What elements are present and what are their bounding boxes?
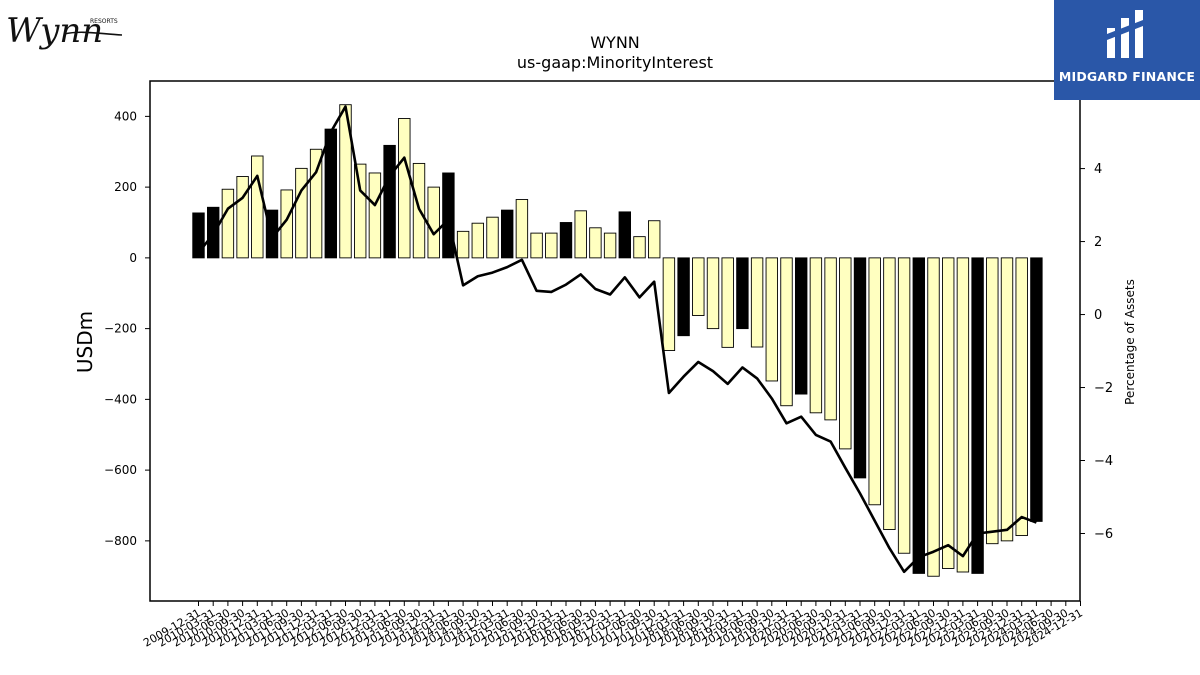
y2-tick-label: 2 <box>1094 235 1102 250</box>
bar <box>1015 257 1028 537</box>
bar <box>736 257 749 330</box>
midgard-emblem-icon <box>1107 10 1143 58</box>
chart-title: WYNN <box>590 33 640 52</box>
bar <box>501 209 514 259</box>
bar <box>750 257 764 348</box>
bar <box>839 257 852 450</box>
y-tick-label: −200 <box>104 322 137 336</box>
bar <box>633 236 646 259</box>
bar <box>883 257 896 530</box>
bar <box>1000 257 1014 542</box>
bar <box>824 257 837 421</box>
bar <box>648 220 661 259</box>
bar <box>427 186 440 259</box>
y2-tick-label: −2 <box>1094 381 1113 396</box>
bar <box>971 257 984 574</box>
y-tick-label: 0 <box>129 251 137 265</box>
bar <box>897 257 911 554</box>
bar <box>618 211 631 259</box>
y-tick-label: −400 <box>104 392 137 406</box>
plot-frame <box>149 80 1081 602</box>
bars-layer <box>192 104 1043 577</box>
y-tick-label: −600 <box>104 463 137 477</box>
bar <box>721 257 734 348</box>
bar <box>603 232 617 259</box>
wynn-logo: Wynn RESORTS <box>4 4 128 60</box>
bar <box>545 232 558 259</box>
y-axis-label: USDm <box>73 311 97 373</box>
bar <box>398 118 411 259</box>
bar <box>795 257 808 395</box>
chart-subtitle: us-gaap:MinorityInterest <box>517 53 713 72</box>
bar <box>368 172 382 259</box>
bar <box>574 210 587 259</box>
bar <box>662 257 676 351</box>
bar <box>221 188 235 259</box>
bar <box>486 216 499 259</box>
bar <box>809 257 823 414</box>
bar <box>324 128 337 259</box>
bar <box>853 257 867 479</box>
bar <box>515 199 529 259</box>
y2-tick-label: −6 <box>1094 527 1113 542</box>
bar <box>912 257 925 574</box>
bar <box>677 257 690 337</box>
bar <box>1030 257 1043 522</box>
bar <box>986 257 999 545</box>
midgard-logo-text: MIDGARD FINANCE <box>1058 69 1196 84</box>
bar <box>442 172 455 259</box>
bar <box>354 163 367 259</box>
midgard-finance-logo: MIDGARD FINANCE <box>1054 0 1200 100</box>
y2-tick-label: 0 <box>1094 308 1102 323</box>
wynn-logo-subtext: RESORTS <box>90 18 118 25</box>
bar <box>589 227 602 259</box>
y2-tick-label: 4 <box>1094 162 1102 177</box>
bar <box>309 148 323 259</box>
bar <box>236 176 249 259</box>
bar <box>295 167 308 259</box>
percentage-line <box>197 105 1037 574</box>
y-tick-label: 200 <box>114 180 137 194</box>
bar <box>383 144 396 259</box>
bar <box>956 257 970 573</box>
y-tick-label: −800 <box>104 534 137 548</box>
bar <box>192 212 205 259</box>
bar <box>559 222 573 259</box>
bar <box>868 257 881 506</box>
bar <box>692 257 705 316</box>
bar <box>251 155 264 259</box>
bar <box>456 230 470 259</box>
axes-layer: 4002000−200−400−600−800420−2−4−62009-12-… <box>104 80 1113 650</box>
line-layer <box>197 105 1037 574</box>
bar <box>927 257 940 577</box>
bar <box>280 189 293 259</box>
bar <box>765 257 778 382</box>
y-tick-label: 400 <box>114 109 137 123</box>
wynn-logo-word: Wynn <box>6 11 103 51</box>
bar <box>339 104 352 259</box>
bar <box>780 257 793 407</box>
bar <box>942 257 955 569</box>
bar <box>706 257 720 330</box>
y2-axis-label: Percentage of Assets <box>1123 279 1137 405</box>
bar <box>530 232 543 259</box>
bar <box>471 222 484 259</box>
y2-tick-label: −4 <box>1094 454 1113 469</box>
